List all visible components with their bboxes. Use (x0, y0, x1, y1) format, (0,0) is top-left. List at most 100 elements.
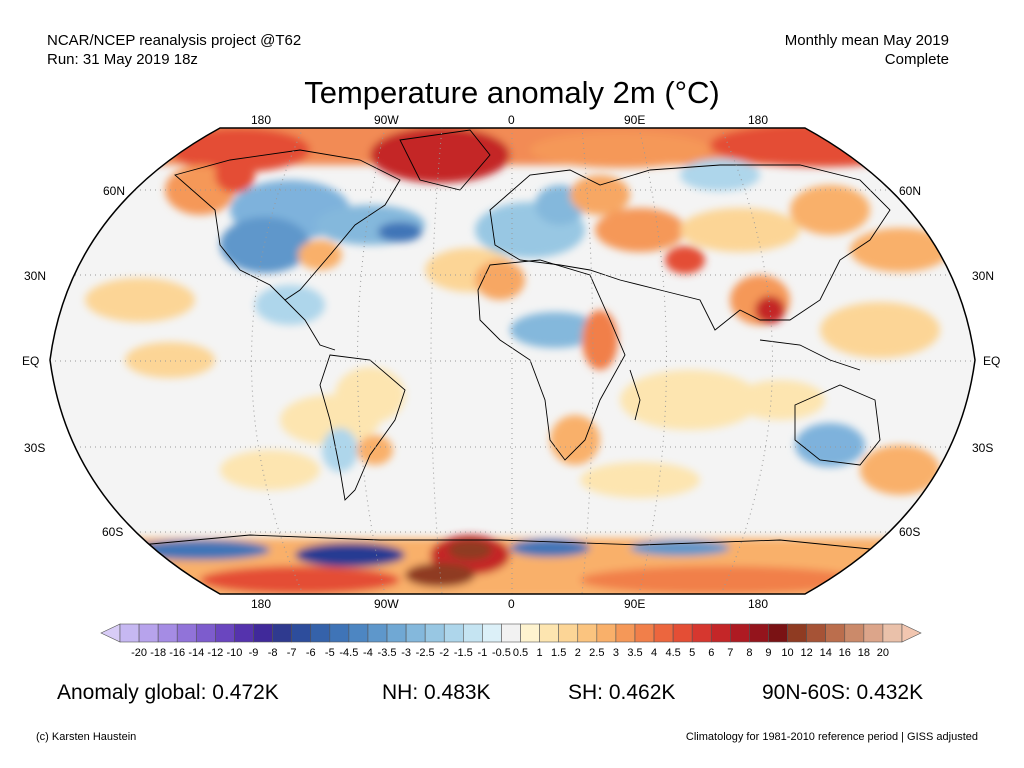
colorbar-swatch (577, 623, 598, 643)
colorbar-swatch (806, 623, 827, 643)
colorbar-swatch (501, 623, 521, 643)
colorbar-tick-label: 7 (727, 647, 734, 659)
colorbar-swatch (405, 623, 426, 643)
colorbar-swatch (253, 623, 273, 643)
anomaly-blobs (50, 128, 975, 594)
lat-label-left-eq: EQ (22, 354, 40, 368)
colorbar-tick-label: 1 (536, 647, 543, 659)
colorbar-tick-label: 12 (800, 647, 813, 659)
colorbar-tick-label: -0.5 (491, 647, 511, 659)
colorbar-over-triangle (901, 623, 922, 643)
colorbar-swatch (234, 623, 254, 643)
colorbar-tick-label: 18 (857, 647, 870, 659)
lon-label-top-180w: 180 (251, 113, 272, 127)
anomaly-map (49, 127, 976, 595)
colorbar-swatch (730, 623, 750, 643)
colorbar-swatch (844, 623, 865, 643)
colorbar-swatch (520, 623, 540, 643)
period-label: Monthly mean May 2019 (784, 32, 949, 49)
colorbar-tick-label: -8 (267, 647, 278, 659)
stat-90n-60s: 90N-60S: 0.432K (762, 681, 924, 704)
lon-label-top-90w: 90W (374, 113, 399, 127)
colorbar-swatch (615, 623, 636, 643)
colorbar-tick-label: 2 (574, 647, 581, 659)
colorbar-swatch (367, 623, 388, 643)
colorbar-swatch (215, 623, 235, 643)
colorbar-tick-label: 3 (612, 647, 619, 659)
colorbar-tick-label: 5 (689, 647, 696, 659)
colorbar-swatch (291, 623, 312, 643)
lon-label-top-0: 0 (508, 113, 515, 127)
colorbar-tick-label: -14 (188, 647, 205, 659)
colorbar-swatch (310, 623, 331, 643)
colorbar-tick-label: -4 (363, 647, 373, 659)
run-time: Run: 31 May 2019 18z (47, 51, 198, 68)
header-right: Monthly mean May 2019 Complete (785, 31, 949, 69)
colorbar (100, 623, 922, 643)
colorbar-swatch (825, 623, 846, 643)
colorbar-swatch (634, 623, 655, 643)
map-frame (49, 127, 976, 595)
lat-label-left-60s: 60S (102, 525, 124, 539)
colorbar-swatch (596, 623, 617, 643)
colorbar-swatch (768, 623, 788, 643)
colorbar-tick-label: -2.5 (415, 647, 435, 659)
climatology-note: Climatology for 1981-2010 reference peri… (685, 731, 978, 743)
colorbar-tick-label: -4.5 (339, 647, 359, 659)
colorbar-under-triangle (100, 623, 121, 643)
colorbar-tick-label: -18 (150, 647, 167, 659)
colorbar-tick-label: 10 (781, 647, 794, 659)
status-label: Complete (884, 51, 949, 68)
colorbar-swatch (138, 623, 159, 643)
colorbar-swatch (882, 623, 903, 643)
colorbar-swatch (329, 623, 350, 643)
colorbar-tick-label: 14 (819, 647, 832, 659)
lat-label-left-60n: 60N (103, 184, 126, 198)
colorbar-swatch (691, 623, 712, 643)
lat-label-left-30n: 30N (24, 269, 47, 283)
colorbar-tick-label: -16 (169, 647, 186, 659)
colorbar-swatch (787, 623, 807, 643)
colorbar-tick-label: -6 (305, 647, 316, 659)
colorbar-swatch (424, 623, 445, 643)
lat-label-right-60s: 60S (899, 525, 921, 539)
colorbar-swatch (157, 623, 178, 643)
lon-label-bottom-90w: 90W (374, 597, 399, 611)
colorbar-tick-label: -1 (477, 647, 488, 659)
lon-label-bottom-180w: 180 (251, 597, 272, 611)
stat-global: Anomaly global: 0.472K (57, 681, 279, 704)
colorbar-swatch (443, 623, 464, 643)
colorbar-swatch (176, 623, 197, 643)
graticule (50, 128, 975, 594)
lat-label-right-eq: EQ (983, 354, 1001, 368)
colorbar-tick-label: 8 (746, 647, 753, 659)
colorbar-tick-label: 2.5 (589, 647, 605, 659)
colorbar-tick-label: 16 (838, 647, 851, 659)
lon-label-top-180e: 180 (748, 113, 769, 127)
header-left: NCAR/NCEP reanalysis project @T62 Run: 3… (47, 31, 301, 69)
lat-label-right-30s: 30S (972, 441, 994, 455)
lat-label-right-60n: 60N (899, 184, 922, 198)
colorbar-tick-label: 3.5 (627, 647, 643, 659)
map-title: Temperature anomaly 2m (°C) (304, 75, 720, 110)
colorbar-swatch (386, 623, 407, 643)
colorbar-swatch (482, 623, 502, 643)
lon-label-bottom-180e: 180 (748, 597, 769, 611)
colorbar-tick-label: 4 (650, 647, 658, 659)
stat-sh: SH: 0.462K (568, 681, 676, 704)
lon-label-top-90e: 90E (624, 113, 646, 127)
colorbar-swatch (539, 623, 559, 643)
lat-label-right-30n: 30N (972, 269, 995, 283)
colorbar-swatch (348, 623, 369, 643)
colorbar-tick-label: -20 (131, 647, 148, 659)
colorbar-tick-label: 9 (765, 647, 772, 659)
colorbar-swatch (463, 623, 483, 643)
colorbar-tick-label: -3 (401, 647, 411, 659)
colorbar-swatch (558, 623, 579, 643)
colorbar-swatch (119, 623, 140, 643)
colorbar-tick-label: -9 (248, 647, 259, 659)
colorbar-swatch (863, 623, 884, 643)
colorbar-tick-label: -3.5 (377, 647, 397, 659)
coastlines (139, 129, 891, 551)
colorbar-tick-label: 0.5 (512, 647, 529, 659)
